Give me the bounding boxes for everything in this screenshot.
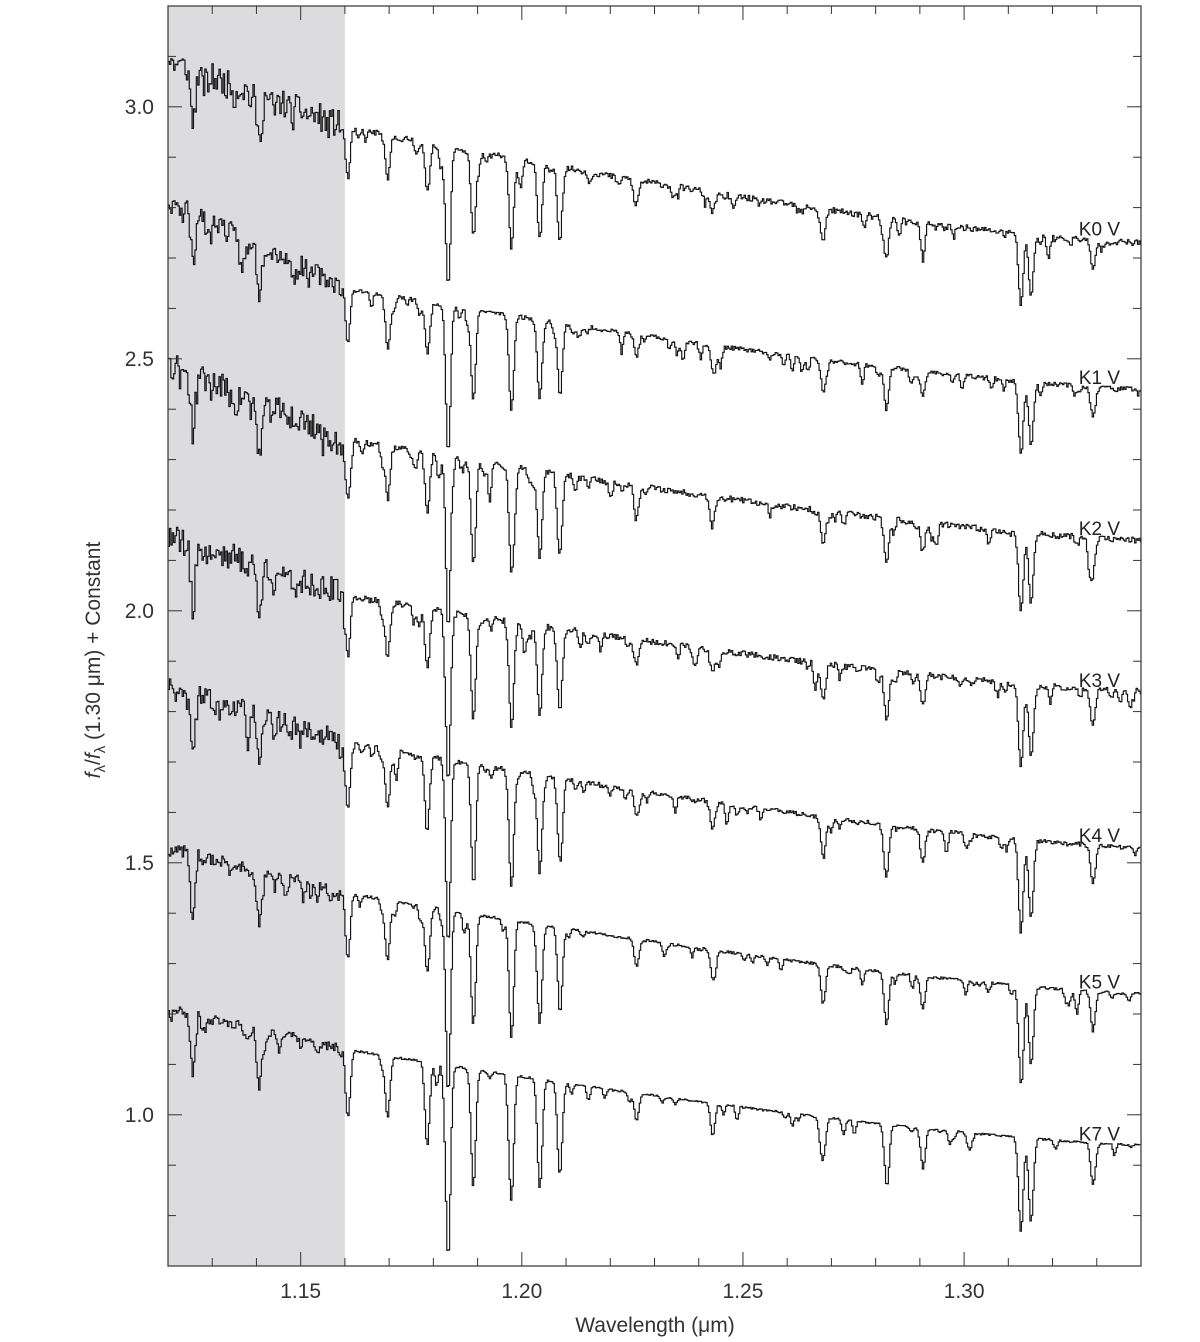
spectrum-line [168,355,1141,623]
y-tick-label: 2.5 [125,348,154,371]
y-tick-label: 3.0 [125,96,154,119]
spectrum-line [168,200,1141,454]
series-label: K0 V [1079,220,1121,241]
spectrum-line [168,58,1141,307]
spectrum-line [168,845,1141,1088]
shaded-region [168,6,345,1266]
spectrum-line [168,678,1141,938]
series-label: K4 V [1079,826,1121,847]
spectrum-line [168,526,1141,777]
series-label: K5 V [1079,973,1121,994]
series-label: K1 V [1079,368,1121,389]
spectrum-line [168,1006,1141,1251]
x-tick-label: 1.30 [944,1280,985,1303]
y-axis-label: fλ/fλ (1.30 μm) + Constant [82,542,109,779]
y-label-sub1: λ [92,764,109,772]
series-label: K2 V [1079,519,1121,540]
x-tick-label: 1.25 [723,1280,764,1303]
axis-ticks [167,5,1142,1267]
y-tick-label: 1.0 [125,1104,154,1127]
plot-frame [167,5,1142,1267]
x-tick-label: 1.15 [280,1280,321,1303]
y-label-slash: / [82,759,105,765]
series-group: K0 V K1 V K2 V K3 V K4 V K5 V K7 V [168,58,1141,1251]
y-tick-label: 1.5 [125,852,154,875]
y-label-f2: f [82,751,105,759]
series-label: K3 V [1079,671,1121,692]
y-tick-label: 2.0 [125,600,154,623]
y-label-f1: f [82,770,105,778]
series-label: K7 V [1079,1124,1121,1145]
x-tick-label: 1.20 [501,1280,542,1303]
tick-labels: 1.15 1.20 1.25 1.30 1.0 1.5 2.0 2.5 3.0 [125,96,985,1303]
x-axis-label: Wavelength (μm) [575,1314,735,1337]
y-label-sub2: λ [92,745,109,753]
y-label-rest: (1.30 μm) + Constant [82,542,105,746]
